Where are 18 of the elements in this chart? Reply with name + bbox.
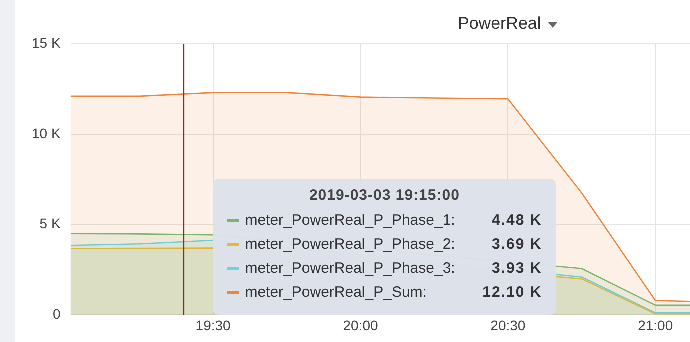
annotation: 12.10 K bbox=[482, 284, 542, 301]
annotation: 3.69 K bbox=[492, 236, 542, 253]
x-tick-label: 20:30 bbox=[490, 317, 526, 334]
chart-title: PowerReal bbox=[458, 14, 542, 34]
annotation: 4.48 K bbox=[492, 212, 542, 229]
legend-label: meter_PowerReal_P_Phase_3: bbox=[245, 260, 456, 277]
y-tick-label: 5 K bbox=[40, 216, 62, 232]
legend-label: meter_PowerReal_P_Phase_2: bbox=[245, 236, 456, 253]
y-tick-label: 0 bbox=[53, 306, 62, 322]
annotation: 2019-03-03 19:15:00 bbox=[308, 187, 461, 204]
legend-label: meter_PowerReal_P_Phase_1: bbox=[245, 212, 456, 229]
legend-label: meter_PowerReal_P_Sum: bbox=[245, 284, 428, 301]
x-tick-label: 21:00 bbox=[638, 317, 674, 334]
annotation: 3.93 K bbox=[492, 260, 542, 277]
y-tick-label: 15 K bbox=[32, 34, 62, 51]
x-tick-label: 19:30 bbox=[196, 317, 232, 334]
x-tick-label: 20:00 bbox=[343, 317, 378, 334]
y-tick-label: 10 K bbox=[32, 125, 62, 142]
